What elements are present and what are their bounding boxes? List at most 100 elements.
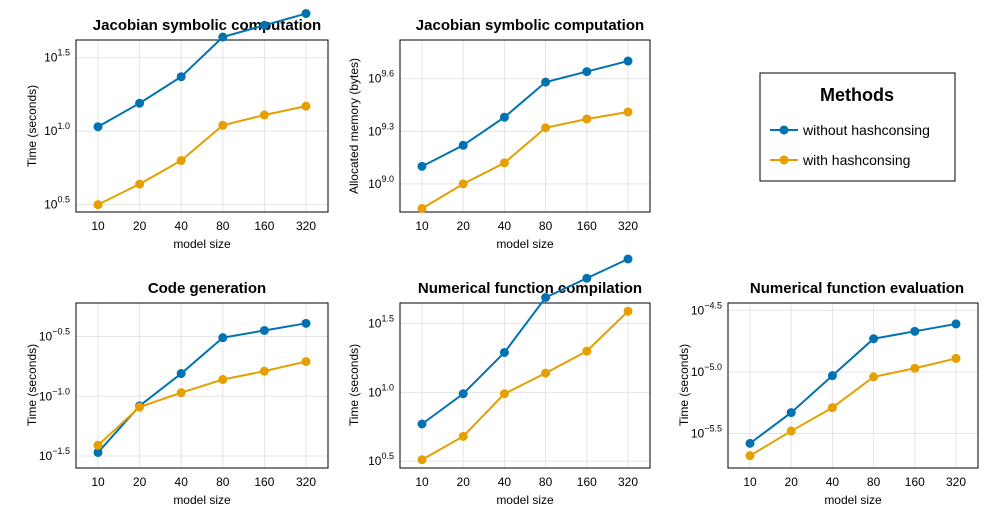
x-axis-label: model size	[496, 493, 554, 507]
x-tick-label: 40	[498, 219, 512, 233]
x-axis-label: model size	[173, 493, 231, 507]
series-line-with	[421, 310, 629, 461]
chart-title: Numerical function evaluation	[750, 280, 964, 297]
x-tick-label: 10	[415, 219, 429, 233]
data-point-without	[869, 334, 879, 344]
data-point-with	[259, 110, 269, 120]
data-point-with	[301, 357, 311, 367]
data-point-without	[499, 348, 509, 357]
y-tick-label: 109.0	[368, 174, 394, 191]
y-tick-label: 10−5.0	[691, 362, 722, 379]
x-tick-label: 40	[498, 475, 512, 489]
y-tick-label: 10−1.0	[39, 386, 70, 403]
x-tick-label: 80	[867, 475, 881, 489]
x-tick-label: 320	[296, 475, 316, 489]
data-point-without	[623, 254, 633, 264]
data-point-with	[623, 107, 633, 117]
legend-marker-without	[779, 125, 789, 135]
chart-panel-5: 10 20 40 80 160 320 10−5.5 10−5.0 10−4.5 Numerica…	[677, 280, 979, 507]
data-point-without	[93, 447, 103, 457]
data-point-with	[135, 402, 145, 412]
data-point-without	[541, 293, 551, 302]
data-point-with	[301, 101, 311, 111]
y-tick-label: 101.0	[44, 121, 70, 138]
legend: Methods without hashconsing with hashcon…	[759, 72, 956, 182]
data-point-without	[745, 438, 755, 448]
y-axis-label: Time (seconds)	[347, 344, 361, 426]
data-point-without	[458, 389, 468, 399]
data-point-without	[417, 419, 427, 429]
legend-label-without: without hashconsing	[802, 122, 930, 138]
x-tick-label: 10	[743, 475, 757, 489]
legend-marker-with	[779, 155, 789, 165]
data-point-with	[135, 179, 145, 189]
y-axis-label: Time (seconds)	[25, 344, 39, 426]
data-point-without	[910, 326, 920, 336]
data-point-with	[417, 455, 427, 465]
data-point-with	[218, 120, 228, 130]
data-point-with	[869, 372, 879, 382]
data-point-with	[951, 353, 961, 363]
plot-frame	[75, 39, 329, 213]
y-axis-label: Time (seconds)	[677, 344, 691, 426]
data-point-without	[218, 32, 228, 42]
x-tick-label: 10	[415, 475, 429, 489]
legend-label-with: with hashconsing	[802, 152, 910, 168]
y-tick-label: 101.5	[368, 314, 394, 331]
y-tick-label: 101.0	[368, 382, 394, 399]
series-line-with	[749, 357, 957, 457]
x-tick-label: 80	[539, 219, 553, 233]
x-tick-label: 160	[577, 475, 597, 489]
plot-frame	[399, 39, 651, 213]
data-point-with	[910, 363, 920, 373]
data-point-without	[417, 161, 427, 171]
data-point-with	[786, 426, 796, 436]
x-tick-label: 80	[216, 219, 230, 233]
legend-entry-without: without hashconsing	[770, 122, 930, 138]
data-point-with	[93, 200, 103, 210]
legend-frame	[759, 72, 956, 182]
y-tick-label: 10−5.5	[691, 424, 722, 441]
chart-title: Jacobian symbolic computation	[416, 17, 644, 34]
data-point-without	[176, 369, 186, 379]
y-tick-label: 10−4.5	[691, 300, 722, 317]
data-point-without	[259, 326, 269, 335]
x-tick-label: 40	[175, 475, 189, 489]
data-point-with	[745, 451, 755, 461]
series-line-without	[749, 322, 957, 445]
data-point-without	[951, 319, 961, 329]
data-point-without	[582, 67, 592, 77]
data-point-with	[541, 123, 551, 133]
data-point-without	[135, 98, 145, 108]
data-point-without	[623, 56, 633, 66]
x-tick-label: 20	[457, 475, 471, 489]
data-point-without	[541, 77, 551, 87]
data-point-with	[458, 179, 468, 189]
data-point-with	[218, 375, 228, 385]
data-point-without	[301, 318, 311, 328]
series-line-without	[421, 258, 629, 425]
x-tick-label: 20	[133, 475, 147, 489]
data-point-without	[93, 122, 103, 132]
data-point-with	[499, 158, 509, 168]
chart-title: Code generation	[148, 280, 266, 297]
x-tick-label: 20	[785, 475, 799, 489]
x-tick-label: 40	[826, 475, 840, 489]
data-point-with	[582, 114, 592, 124]
chart-panel-2: 10 20 40 80 160 320 109.0 109.3 109.6 Jacobian sy…	[347, 17, 651, 251]
y-axis-label: Allocated memory (bytes)	[347, 58, 361, 194]
y-axis-label: Time (seconds)	[25, 85, 39, 167]
series-line-with	[421, 110, 629, 210]
data-point-without	[218, 333, 228, 343]
data-point-without	[499, 112, 509, 122]
series-line-with	[97, 105, 307, 206]
x-tick-label: 320	[946, 475, 966, 489]
y-tick-label: 100.5	[44, 195, 70, 212]
series-line-without	[421, 60, 629, 168]
x-tick-label: 320	[618, 475, 638, 489]
x-axis-label: model size	[824, 493, 882, 507]
data-point-without	[458, 140, 468, 150]
